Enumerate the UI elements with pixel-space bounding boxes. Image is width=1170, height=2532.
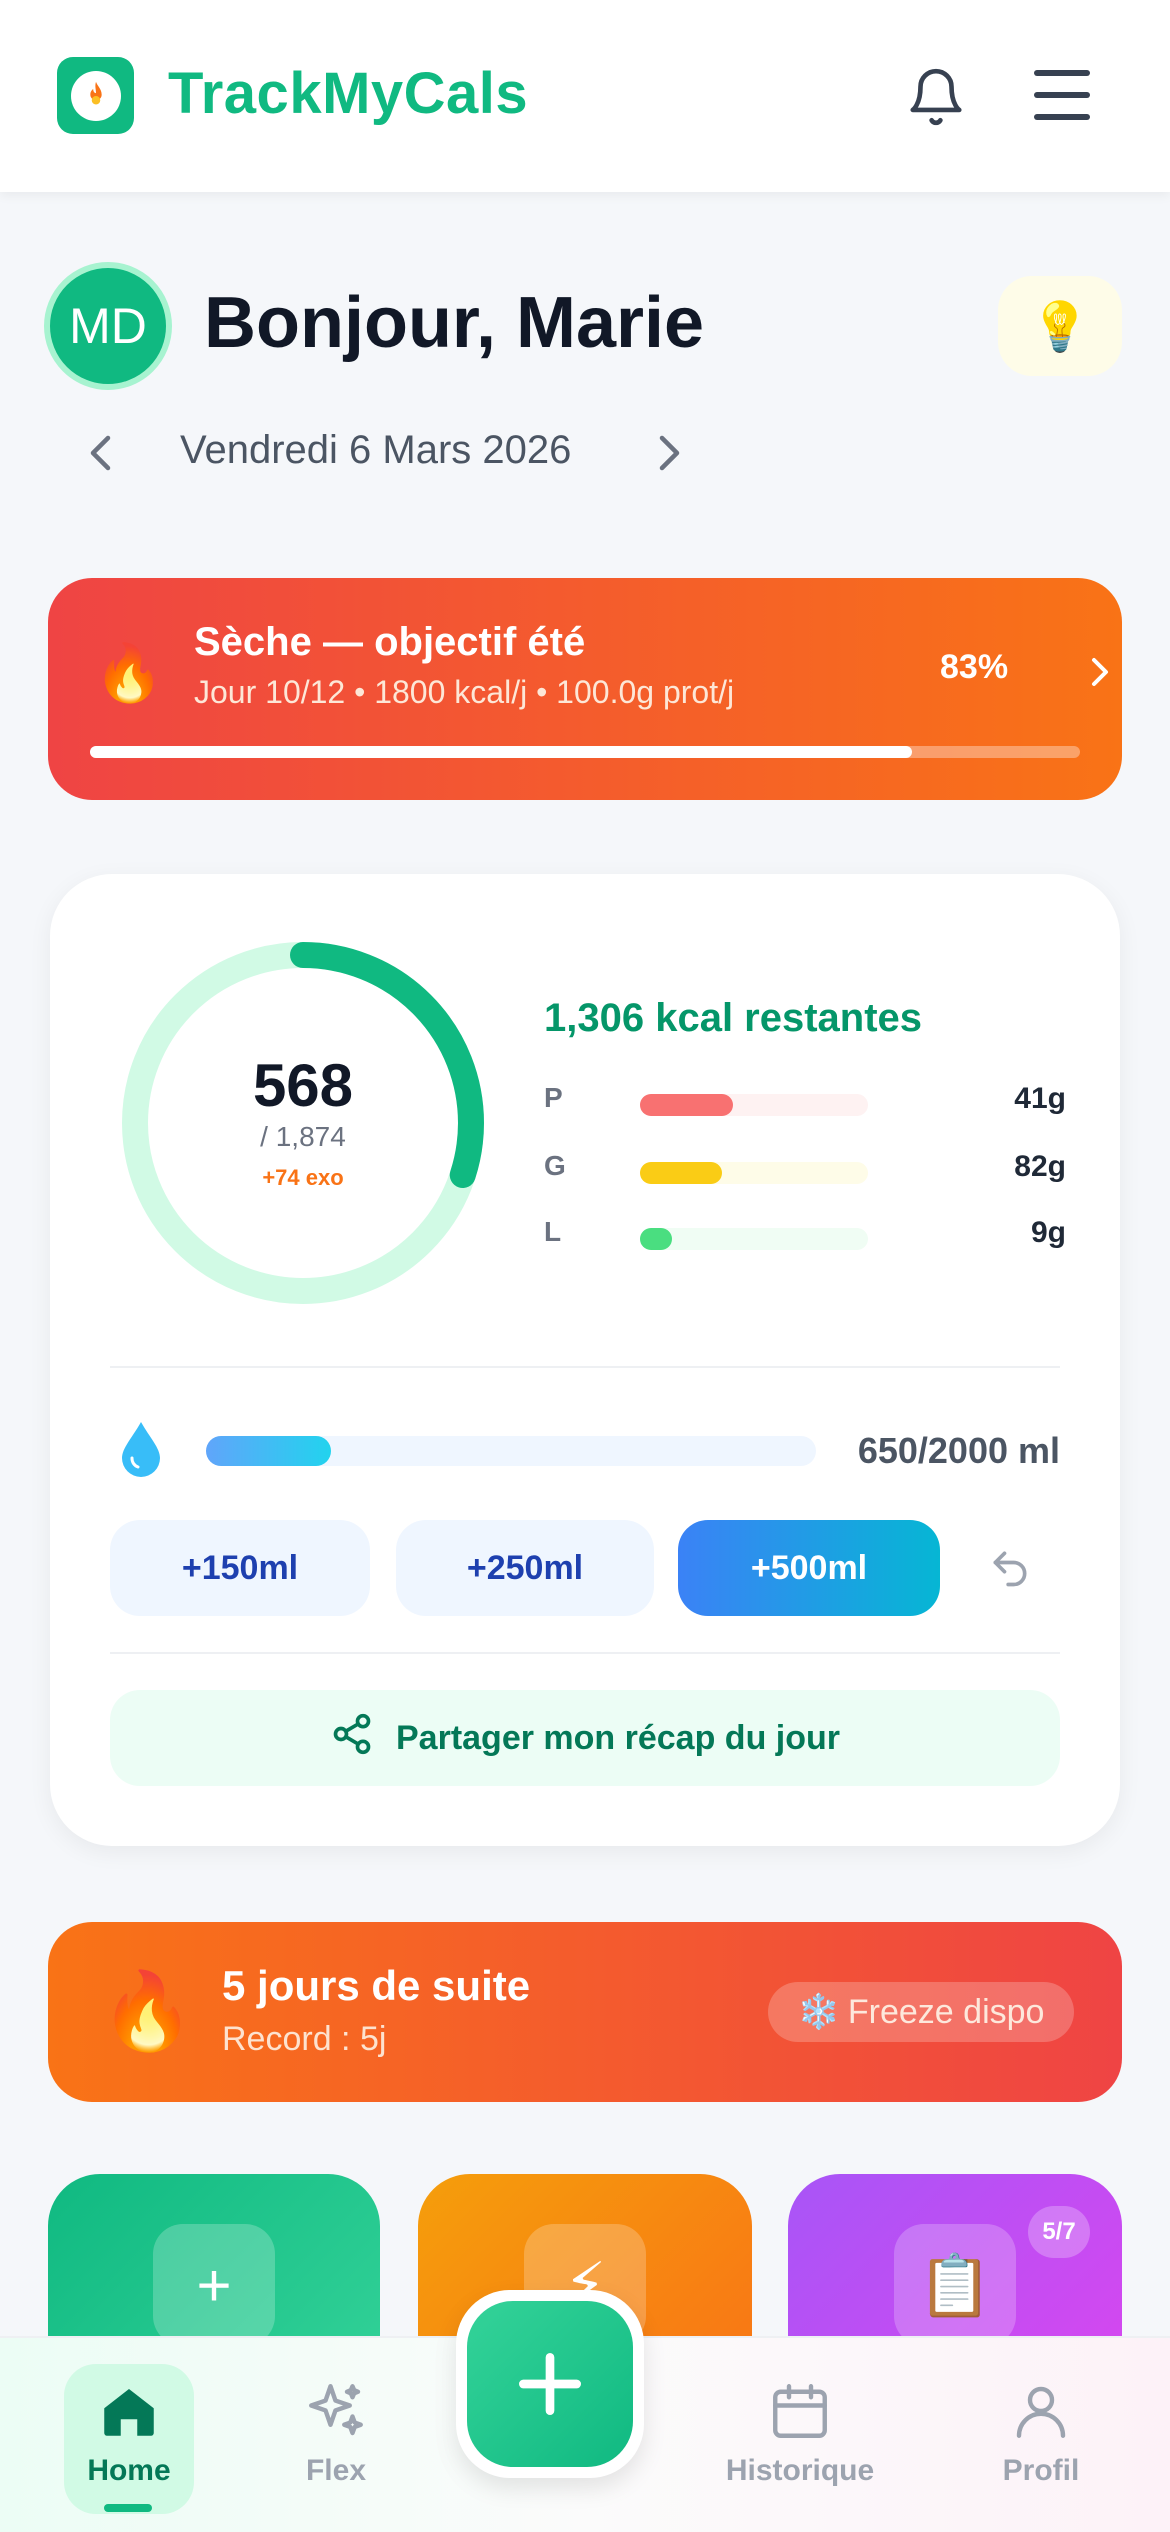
streak-banner[interactable]: 🔥 5 jours de suite Record : 5j ❄️ Freeze… bbox=[48, 1922, 1122, 2102]
program-percent: 83% bbox=[940, 648, 1009, 686]
macro-letter: G bbox=[544, 1150, 566, 1181]
water-progress-track bbox=[206, 1436, 816, 1466]
macro-progress-fill bbox=[640, 1228, 672, 1250]
hamburger-menu-icon[interactable] bbox=[1034, 70, 1090, 120]
program-subtitle: Jour 10/12 • 1800 kcal/j • 100.0g prot/j bbox=[194, 674, 735, 710]
avatar[interactable]: MD bbox=[44, 262, 172, 390]
nav-profile[interactable]: Profil bbox=[966, 2364, 1116, 2514]
user-icon bbox=[1016, 2386, 1066, 2438]
daily-summary-card: 568 / 1,874 +74 exo 1,306 kcal restantes… bbox=[50, 874, 1120, 1846]
divider bbox=[110, 1652, 1060, 1654]
program-banner[interactable]: 🔥 Sèche — objectif été Jour 10/12 • 1800… bbox=[48, 578, 1122, 800]
water-drop-icon bbox=[120, 1420, 162, 1478]
app-bar: TrackMyCals bbox=[0, 0, 1170, 192]
nav-history-label: Historique bbox=[725, 2454, 875, 2487]
chevron-right-icon bbox=[1088, 652, 1112, 692]
macro-progress-track bbox=[640, 1094, 868, 1116]
macro-letter: P bbox=[544, 1082, 563, 1113]
macro-row-fat: L 9g bbox=[544, 1216, 1066, 1256]
sparkles-icon bbox=[309, 2384, 363, 2436]
calories-consumed: 568 bbox=[252, 1052, 354, 1119]
share-recap-button[interactable]: Partager mon récap du jour bbox=[110, 1690, 1060, 1786]
macro-progress-track bbox=[640, 1228, 868, 1250]
freeze-label: Freeze dispo bbox=[847, 1992, 1045, 2031]
add-150ml-button[interactable]: +150ml bbox=[110, 1520, 370, 1616]
home-icon bbox=[104, 2389, 154, 2436]
program-title: Sèche — objectif été bbox=[194, 620, 586, 664]
calories-goal: / 1,874 bbox=[260, 1121, 346, 1152]
calendar-icon bbox=[773, 2384, 827, 2438]
bell-icon[interactable] bbox=[905, 66, 967, 128]
macro-progress-fill bbox=[640, 1094, 734, 1116]
calorie-ring-center: 568 / 1,874 +74 exo bbox=[116, 936, 490, 1310]
macro-row-protein: P 41g bbox=[544, 1082, 1066, 1122]
streak-title: 5 jours de suite bbox=[222, 1962, 531, 2009]
calories-remaining: 1,306 kcal restantes bbox=[544, 996, 923, 1040]
nav-history[interactable]: Historique bbox=[710, 2364, 890, 2514]
next-day-chevron-icon[interactable] bbox=[650, 428, 686, 478]
add-250ml-button[interactable]: +250ml bbox=[396, 1520, 654, 1616]
macro-row-carbs: G 82g bbox=[544, 1150, 1066, 1190]
nav-home-label: Home bbox=[87, 2454, 171, 2487]
snowflake-icon: ❄️ bbox=[797, 1993, 840, 2031]
nav-flex[interactable]: Flex bbox=[261, 2364, 411, 2514]
macro-value: 9g bbox=[1030, 1216, 1066, 1249]
flame-logo-icon bbox=[70, 70, 121, 121]
macro-progress-fill bbox=[640, 1162, 723, 1184]
app-title: TrackMyCals bbox=[168, 61, 529, 126]
checklist-badge: 5/7 bbox=[1028, 2206, 1090, 2258]
streak-record: Record : 5j bbox=[222, 2020, 387, 2058]
nav-active-indicator bbox=[104, 2504, 152, 2512]
nav-home[interactable]: Home bbox=[64, 2364, 194, 2514]
freeze-badge[interactable]: ❄️ Freeze dispo bbox=[768, 1982, 1074, 2042]
plus-icon bbox=[467, 2301, 633, 2467]
macro-progress-track bbox=[640, 1162, 868, 1184]
fire-icon: 🔥 bbox=[100, 1969, 195, 2054]
program-progress-fill bbox=[90, 746, 912, 758]
macro-value: 41g bbox=[1014, 1082, 1066, 1115]
divider bbox=[110, 1366, 1060, 1368]
share-icon bbox=[330, 1712, 374, 1765]
fire-icon: 🔥 bbox=[94, 641, 164, 704]
current-date: Vendredi 6 Mars 2026 bbox=[180, 428, 572, 472]
greeting-title: Bonjour, Marie bbox=[204, 283, 705, 363]
nav-profile-label: Profil bbox=[1002, 2454, 1080, 2487]
nav-flex-label: Flex bbox=[305, 2454, 367, 2487]
add-entry-fab[interactable] bbox=[456, 2290, 644, 2478]
clipboard-icon: 📋 bbox=[894, 2224, 1016, 2346]
plus-icon: + bbox=[153, 2224, 275, 2346]
macro-value: 82g bbox=[1014, 1150, 1066, 1183]
undo-icon[interactable] bbox=[988, 1546, 1032, 1590]
tip-button[interactable]: 💡 bbox=[998, 276, 1122, 376]
app-logo bbox=[57, 57, 134, 134]
previous-day-chevron-icon[interactable] bbox=[84, 428, 120, 478]
calorie-ring bbox=[122, 942, 484, 1304]
lightbulb-icon: 💡 bbox=[1030, 300, 1090, 354]
add-500ml-button[interactable]: +500ml bbox=[678, 1520, 940, 1616]
exercise-calories: +74 exo bbox=[262, 1165, 344, 1190]
share-label: Partager mon récap du jour bbox=[396, 1718, 840, 1757]
program-progress-track bbox=[90, 746, 1080, 758]
water-progress-fill bbox=[206, 1436, 332, 1466]
macro-letter: L bbox=[544, 1216, 562, 1247]
water-amount: 650/2000 ml bbox=[857, 1430, 1060, 1471]
